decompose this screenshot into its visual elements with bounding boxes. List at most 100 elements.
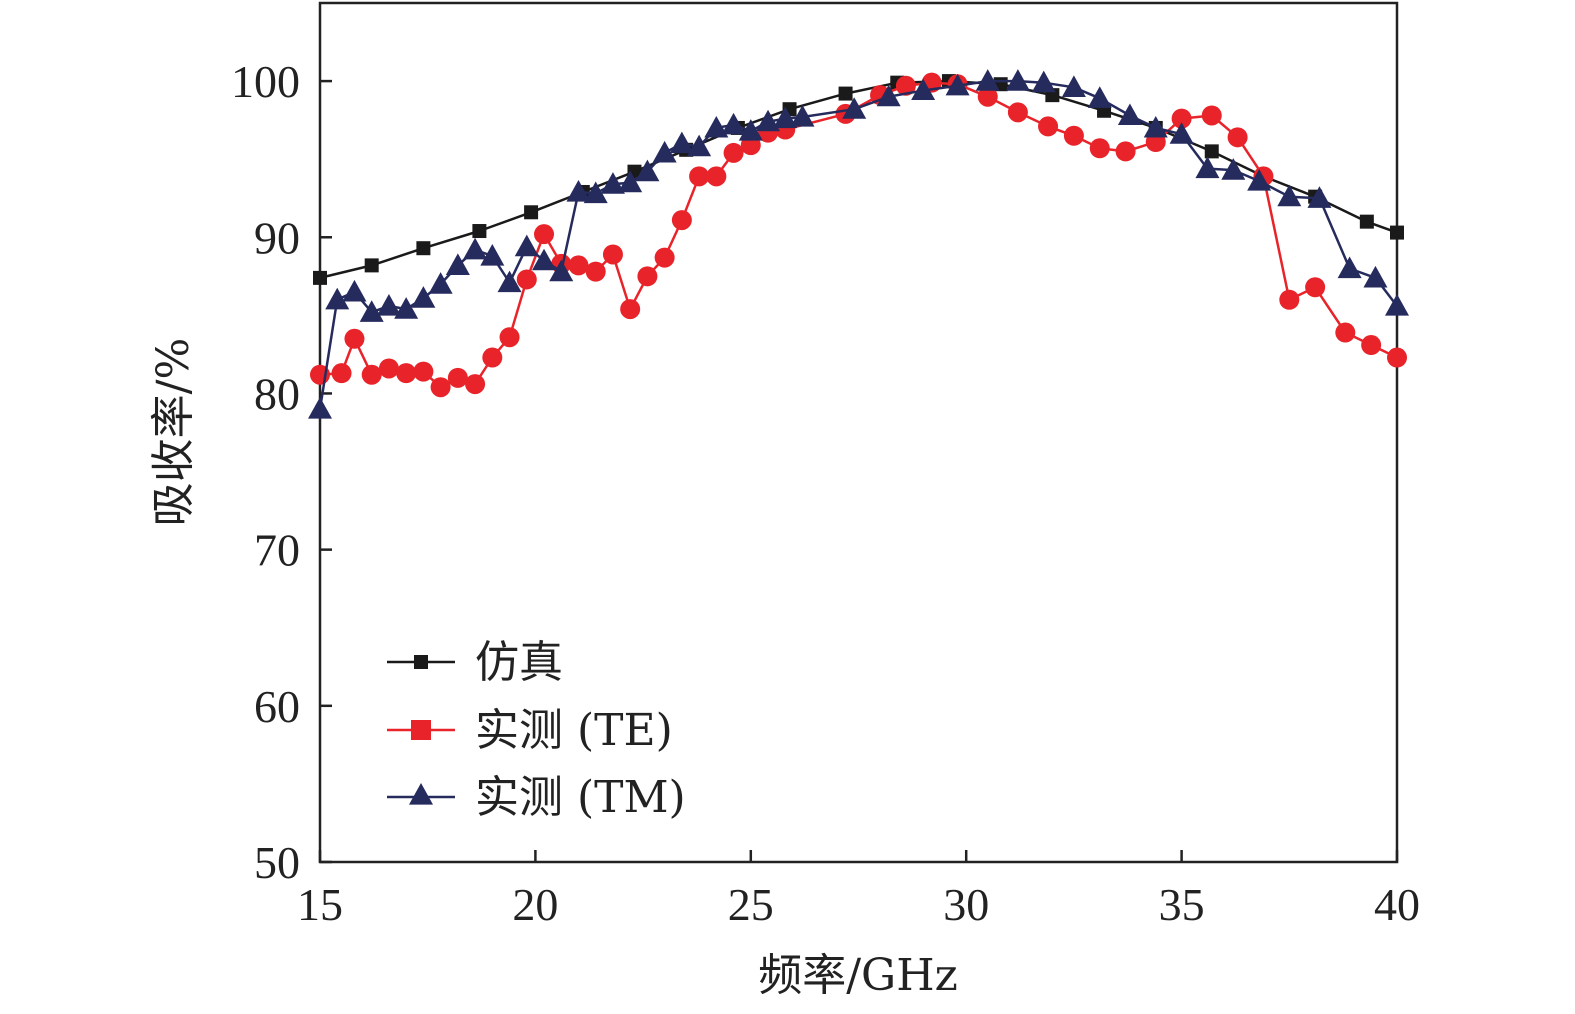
legend-item: 实测 (TE): [387, 705, 673, 756]
data-point: [1361, 335, 1382, 356]
legend-label: 仿真: [475, 637, 563, 688]
data-point: [1337, 256, 1362, 279]
data-point: [652, 140, 677, 163]
data-point: [1117, 103, 1142, 126]
data-point: [1227, 127, 1248, 148]
y-axis: 50 60 70 80 90 100: [231, 56, 332, 888]
data-point: [566, 179, 591, 202]
data-point: [669, 131, 694, 154]
data-point: [1171, 108, 1192, 129]
y-tick-label: 90: [254, 212, 300, 263]
legend-label: 实测 (TE): [475, 705, 673, 756]
data-point: [975, 69, 1000, 91]
data-point: [359, 300, 384, 322]
plot-area: [318, 1, 1399, 864]
data-point: [600, 172, 625, 194]
data-point: [1279, 289, 1300, 310]
data-point: [1143, 115, 1168, 138]
data-point: [704, 115, 729, 138]
data-point: [1063, 125, 1084, 146]
data-point: [534, 224, 555, 245]
data-point: [514, 234, 539, 257]
data-point: [721, 112, 746, 135]
data-point: [687, 134, 712, 157]
data-point: [876, 84, 901, 107]
data-point: [911, 78, 936, 101]
data-point: [1061, 75, 1086, 97]
data-point: [344, 328, 365, 349]
data-point: [723, 142, 744, 163]
y-axis-label: 吸收率/%: [148, 338, 199, 527]
legend-marker: [409, 783, 433, 805]
data-point: [689, 166, 710, 187]
x-tick-label: 15: [297, 879, 343, 930]
x-tick-label: 40: [1374, 879, 1420, 930]
data-point: [1221, 158, 1246, 180]
data-point: [497, 270, 522, 293]
legend-marker: [411, 720, 431, 740]
data-point: [396, 363, 417, 384]
data-point: [738, 119, 763, 141]
data-point: [447, 367, 468, 388]
data-point: [773, 106, 798, 129]
data-point: [1115, 141, 1136, 162]
data-point: [620, 299, 641, 320]
data-point: [499, 327, 520, 348]
data-point: [472, 224, 487, 239]
data-point: [1038, 116, 1059, 137]
data-point: [842, 97, 867, 119]
data-point: [465, 374, 486, 395]
data-point: [1195, 156, 1220, 179]
data-point: [342, 279, 367, 302]
data-point: [428, 272, 453, 294]
data-point: [376, 293, 401, 316]
data-point: [1089, 138, 1110, 159]
data-point: [1385, 293, 1409, 316]
data-point: [1201, 105, 1222, 126]
y-tick-label: 60: [254, 681, 300, 732]
data-point: [1387, 347, 1407, 368]
data-point: [480, 244, 505, 266]
data-point: [516, 269, 537, 290]
data-point: [445, 253, 470, 275]
data-point: [1247, 169, 1272, 191]
y-tick-label: 80: [254, 368, 300, 419]
x-tick-label: 35: [1159, 879, 1205, 930]
data-point: [756, 109, 781, 132]
data-point: [308, 397, 332, 419]
legend-label: 实测 (TM): [475, 772, 686, 823]
series-2: [308, 69, 1409, 419]
data-point: [635, 159, 660, 182]
data-point: [1307, 186, 1332, 208]
data-point: [430, 377, 451, 398]
y-tick-label: 70: [254, 525, 300, 576]
data-point: [618, 170, 643, 193]
data-point: [1335, 322, 1356, 343]
y-tick-label: 50: [254, 837, 300, 888]
data-point: [361, 364, 382, 385]
data-point: [654, 247, 675, 268]
data-point: [583, 181, 608, 204]
data-point: [977, 86, 998, 107]
data-point: [524, 205, 539, 220]
data-point: [945, 73, 970, 96]
x-tick-label: 30: [943, 879, 989, 930]
data-point: [895, 75, 916, 96]
data-point: [1277, 184, 1302, 207]
data-point: [838, 86, 853, 101]
data-point: [532, 248, 557, 271]
data-point: [364, 258, 379, 273]
data-point: [1390, 225, 1404, 240]
series-layer: [308, 69, 1409, 419]
x-tick-label: 20: [512, 879, 558, 930]
y-tick-label: 100: [231, 56, 300, 107]
x-axis-label: 频率/GHz: [758, 950, 958, 1001]
data-point: [1005, 69, 1030, 91]
data-point: [637, 266, 658, 287]
data-point: [1359, 214, 1374, 229]
data-point: [1305, 277, 1326, 298]
data-point: [378, 358, 399, 379]
data-point: [411, 286, 436, 308]
data-point: [1204, 144, 1219, 159]
